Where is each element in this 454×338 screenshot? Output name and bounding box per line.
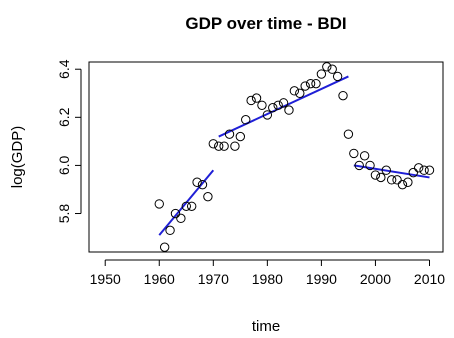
data-point: [305, 78, 316, 89]
data-point: [300, 81, 310, 91]
data-point: [322, 62, 332, 72]
data-point: [386, 175, 397, 185]
data-point: [208, 139, 219, 149]
data-point: [257, 100, 267, 110]
data-point: [397, 179, 408, 190]
data-point: [376, 172, 386, 183]
fit-line: [158, 169, 215, 236]
fit-line: [218, 75, 349, 138]
data-point: [413, 163, 424, 173]
data-point: [186, 201, 197, 212]
data-point: [203, 191, 213, 202]
data-point: [349, 148, 359, 159]
data-point: [170, 208, 181, 219]
data-point: [181, 201, 191, 212]
data-point: [165, 225, 175, 236]
y-tick-label: 6.0: [56, 155, 72, 175]
data-point: [230, 141, 240, 151]
x-axis: 1950 1960 1970 1980 1990 2000 2010: [90, 259, 445, 287]
data-points: [154, 62, 435, 252]
data-point: [192, 177, 202, 187]
data-point: [197, 179, 208, 190]
data-point: [262, 110, 273, 120]
data-point: [365, 160, 375, 171]
y-tick-label: 5.8: [56, 204, 72, 224]
y-tick-label: 6.2: [56, 107, 72, 127]
data-point: [311, 78, 321, 89]
data-point: [424, 165, 435, 175]
data-point: [214, 141, 224, 151]
x-tick-label: 1980: [252, 271, 283, 287]
data-point: [392, 175, 402, 185]
data-point: [419, 165, 429, 175]
data-point: [176, 213, 186, 224]
data-point: [246, 95, 256, 106]
data-point: [403, 177, 413, 187]
data-point: [241, 115, 251, 125]
data-point: [284, 105, 294, 115]
x-tick-label: 1990: [306, 271, 337, 287]
data-point: [316, 69, 327, 79]
x-tick-label: 1960: [144, 271, 175, 287]
data-point: [268, 102, 278, 113]
data-point: [251, 93, 262, 103]
x-tick-label: 1970: [198, 271, 229, 287]
data-point: [278, 98, 289, 108]
data-point: [343, 129, 354, 139]
x-axis-label: time: [252, 318, 280, 335]
data-point: [219, 141, 229, 151]
data-point: [289, 86, 300, 96]
data-point: [354, 160, 364, 171]
chart-title: GDP over time - BDI: [185, 14, 346, 33]
data-point: [273, 100, 283, 110]
data-point: [295, 88, 305, 98]
plot-frame: [88, 61, 444, 253]
data-point: [224, 129, 235, 139]
data-point: [159, 242, 170, 252]
y-axis: 5.8 6.0 6.2 6.4: [56, 59, 82, 224]
x-tick-label: 2010: [414, 271, 445, 287]
fit-lines: [158, 75, 430, 236]
data-point: [332, 71, 343, 82]
data-point: [359, 151, 370, 161]
y-axis-label: log(GDP): [9, 126, 26, 189]
data-point: [338, 90, 348, 101]
x-tick-label: 1950: [90, 271, 121, 287]
data-point: [370, 170, 381, 180]
data-point: [408, 167, 418, 178]
y-tick-label: 6.4: [56, 59, 72, 79]
data-point: [381, 165, 391, 175]
data-point: [235, 131, 246, 142]
data-point: [154, 199, 164, 209]
x-tick-label: 2000: [360, 271, 391, 287]
data-point: [327, 64, 337, 74]
